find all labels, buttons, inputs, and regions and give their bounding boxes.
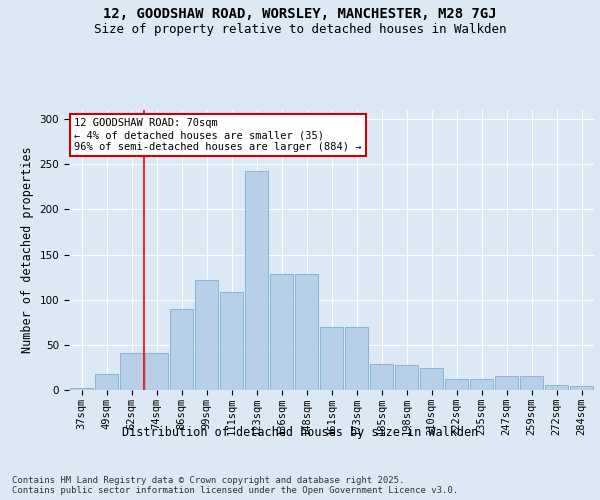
Bar — [445, 379, 468, 390]
Text: Distribution of detached houses by size in Walkden: Distribution of detached houses by size … — [122, 426, 478, 439]
Bar — [270, 274, 293, 390]
Bar — [120, 353, 143, 390]
Text: 12 GOODSHAW ROAD: 70sqm
← 4% of detached houses are smaller (35)
96% of semi-det: 12 GOODSHAW ROAD: 70sqm ← 4% of detached… — [74, 118, 362, 152]
Bar — [370, 364, 393, 390]
Bar — [295, 274, 318, 390]
Bar — [70, 388, 93, 390]
Bar — [420, 368, 443, 390]
Bar — [395, 364, 418, 390]
Bar — [495, 376, 518, 390]
Bar — [220, 292, 243, 390]
Bar — [145, 353, 168, 390]
Text: 12, GOODSHAW ROAD, WORSLEY, MANCHESTER, M28 7GJ: 12, GOODSHAW ROAD, WORSLEY, MANCHESTER, … — [103, 8, 497, 22]
Bar — [570, 386, 593, 390]
Text: Contains HM Land Registry data © Crown copyright and database right 2025.
Contai: Contains HM Land Registry data © Crown c… — [12, 476, 458, 495]
Bar — [470, 379, 493, 390]
Bar — [520, 376, 543, 390]
Bar — [245, 172, 268, 390]
Y-axis label: Number of detached properties: Number of detached properties — [21, 146, 34, 354]
Bar — [195, 280, 218, 390]
Text: Size of property relative to detached houses in Walkden: Size of property relative to detached ho… — [94, 22, 506, 36]
Bar — [170, 308, 193, 390]
Bar — [545, 384, 568, 390]
Bar — [320, 327, 343, 390]
Bar — [345, 327, 368, 390]
Bar — [95, 374, 118, 390]
